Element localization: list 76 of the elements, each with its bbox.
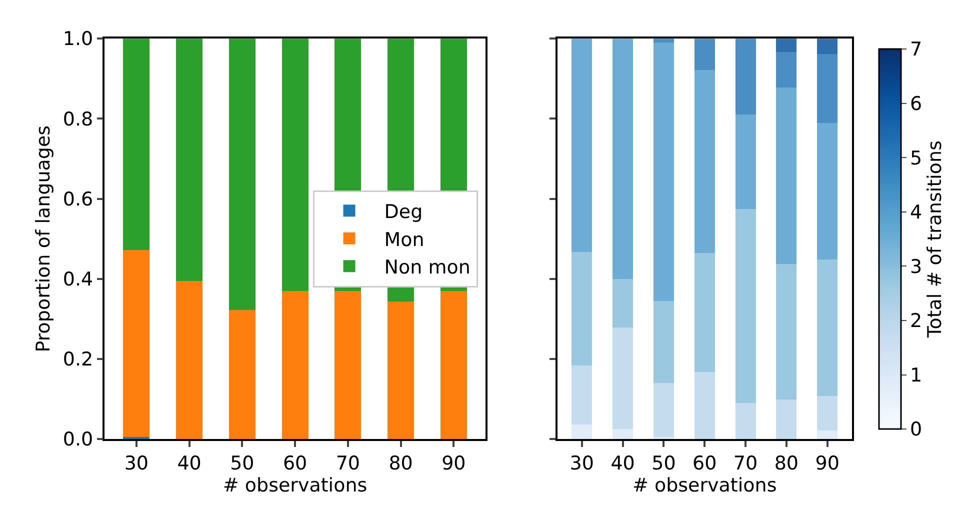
bar — [776, 264, 797, 400]
bar — [817, 430, 838, 440]
x-tick-label: 40 — [177, 452, 202, 475]
bar — [735, 38, 756, 114]
x-tick-label: 90 — [442, 452, 466, 475]
bar — [653, 42, 674, 301]
color-bar-label: 5 — [910, 147, 922, 170]
color-bar-label: 0 — [910, 418, 922, 441]
y-tick-label: 0.0 — [62, 428, 94, 451]
color-bar-label: 1 — [910, 364, 922, 386]
bar — [228, 310, 256, 440]
color-bar-label: 4 — [910, 202, 922, 224]
bar — [817, 38, 838, 54]
x-axis-title: # observations — [632, 474, 777, 497]
bar — [334, 290, 362, 440]
y-tick-label: 0.2 — [62, 348, 94, 371]
bar — [612, 38, 634, 279]
x-tick-label: 50 — [230, 452, 254, 475]
x-tick-label: 30 — [124, 452, 149, 475]
bar — [388, 302, 414, 440]
bar — [572, 252, 592, 366]
bar — [694, 70, 715, 254]
legend-label: Non mon — [384, 256, 470, 278]
bar — [694, 38, 715, 70]
color-bar-label: 3 — [910, 256, 922, 278]
legend-label: Mon — [384, 228, 424, 251]
bar — [694, 372, 715, 440]
x-tick-label: 80 — [388, 452, 413, 475]
y-tick-label: 0.4 — [62, 268, 94, 291]
color-bar-label: 2 — [910, 310, 922, 332]
bar — [735, 114, 756, 209]
color-bar-title: Total # of transitions — [924, 140, 946, 339]
bar — [817, 260, 838, 396]
x-tick-label: 60 — [282, 452, 308, 475]
x-axis-title: # observations — [222, 474, 368, 497]
bar — [123, 250, 150, 438]
color-bar-label: 6 — [910, 93, 922, 116]
bar — [123, 38, 150, 250]
bar — [776, 52, 797, 88]
x-tick-label: 60 — [692, 452, 717, 475]
bar — [572, 365, 592, 424]
bar — [228, 38, 256, 310]
bar — [817, 54, 838, 124]
y-tick-label: 1.0 — [62, 28, 94, 50]
x-tick-label: 40 — [610, 452, 635, 475]
bar — [776, 87, 797, 264]
bar — [282, 38, 308, 291]
bar — [612, 328, 634, 430]
bar — [612, 278, 634, 328]
bar — [653, 300, 674, 383]
bar — [694, 253, 715, 372]
bar — [176, 38, 203, 281]
bar — [653, 383, 674, 438]
bar — [440, 290, 467, 440]
bar — [572, 38, 592, 252]
bar — [735, 208, 756, 404]
bar — [176, 280, 203, 440]
x-tick-label: 30 — [570, 452, 594, 475]
bar — [817, 396, 838, 431]
bar — [572, 424, 592, 440]
x-tick-label: 70 — [336, 452, 360, 475]
y-tick-label: 0.6 — [62, 188, 94, 210]
bar — [817, 123, 838, 260]
bar — [282, 290, 308, 440]
x-tick-label: 90 — [815, 452, 840, 475]
bar — [612, 429, 634, 440]
legend-label: Deg — [384, 201, 423, 224]
bar — [776, 38, 797, 52]
color-bar-label: 7 — [910, 38, 922, 61]
y-axis-title: Proportion of languages — [32, 125, 54, 352]
bar — [735, 403, 756, 440]
x-tick-label: 50 — [652, 452, 676, 475]
bar — [776, 399, 797, 440]
y-tick-label: 0.8 — [62, 108, 94, 130]
x-tick-label: 80 — [774, 452, 799, 475]
x-tick-label: 70 — [733, 452, 758, 475]
